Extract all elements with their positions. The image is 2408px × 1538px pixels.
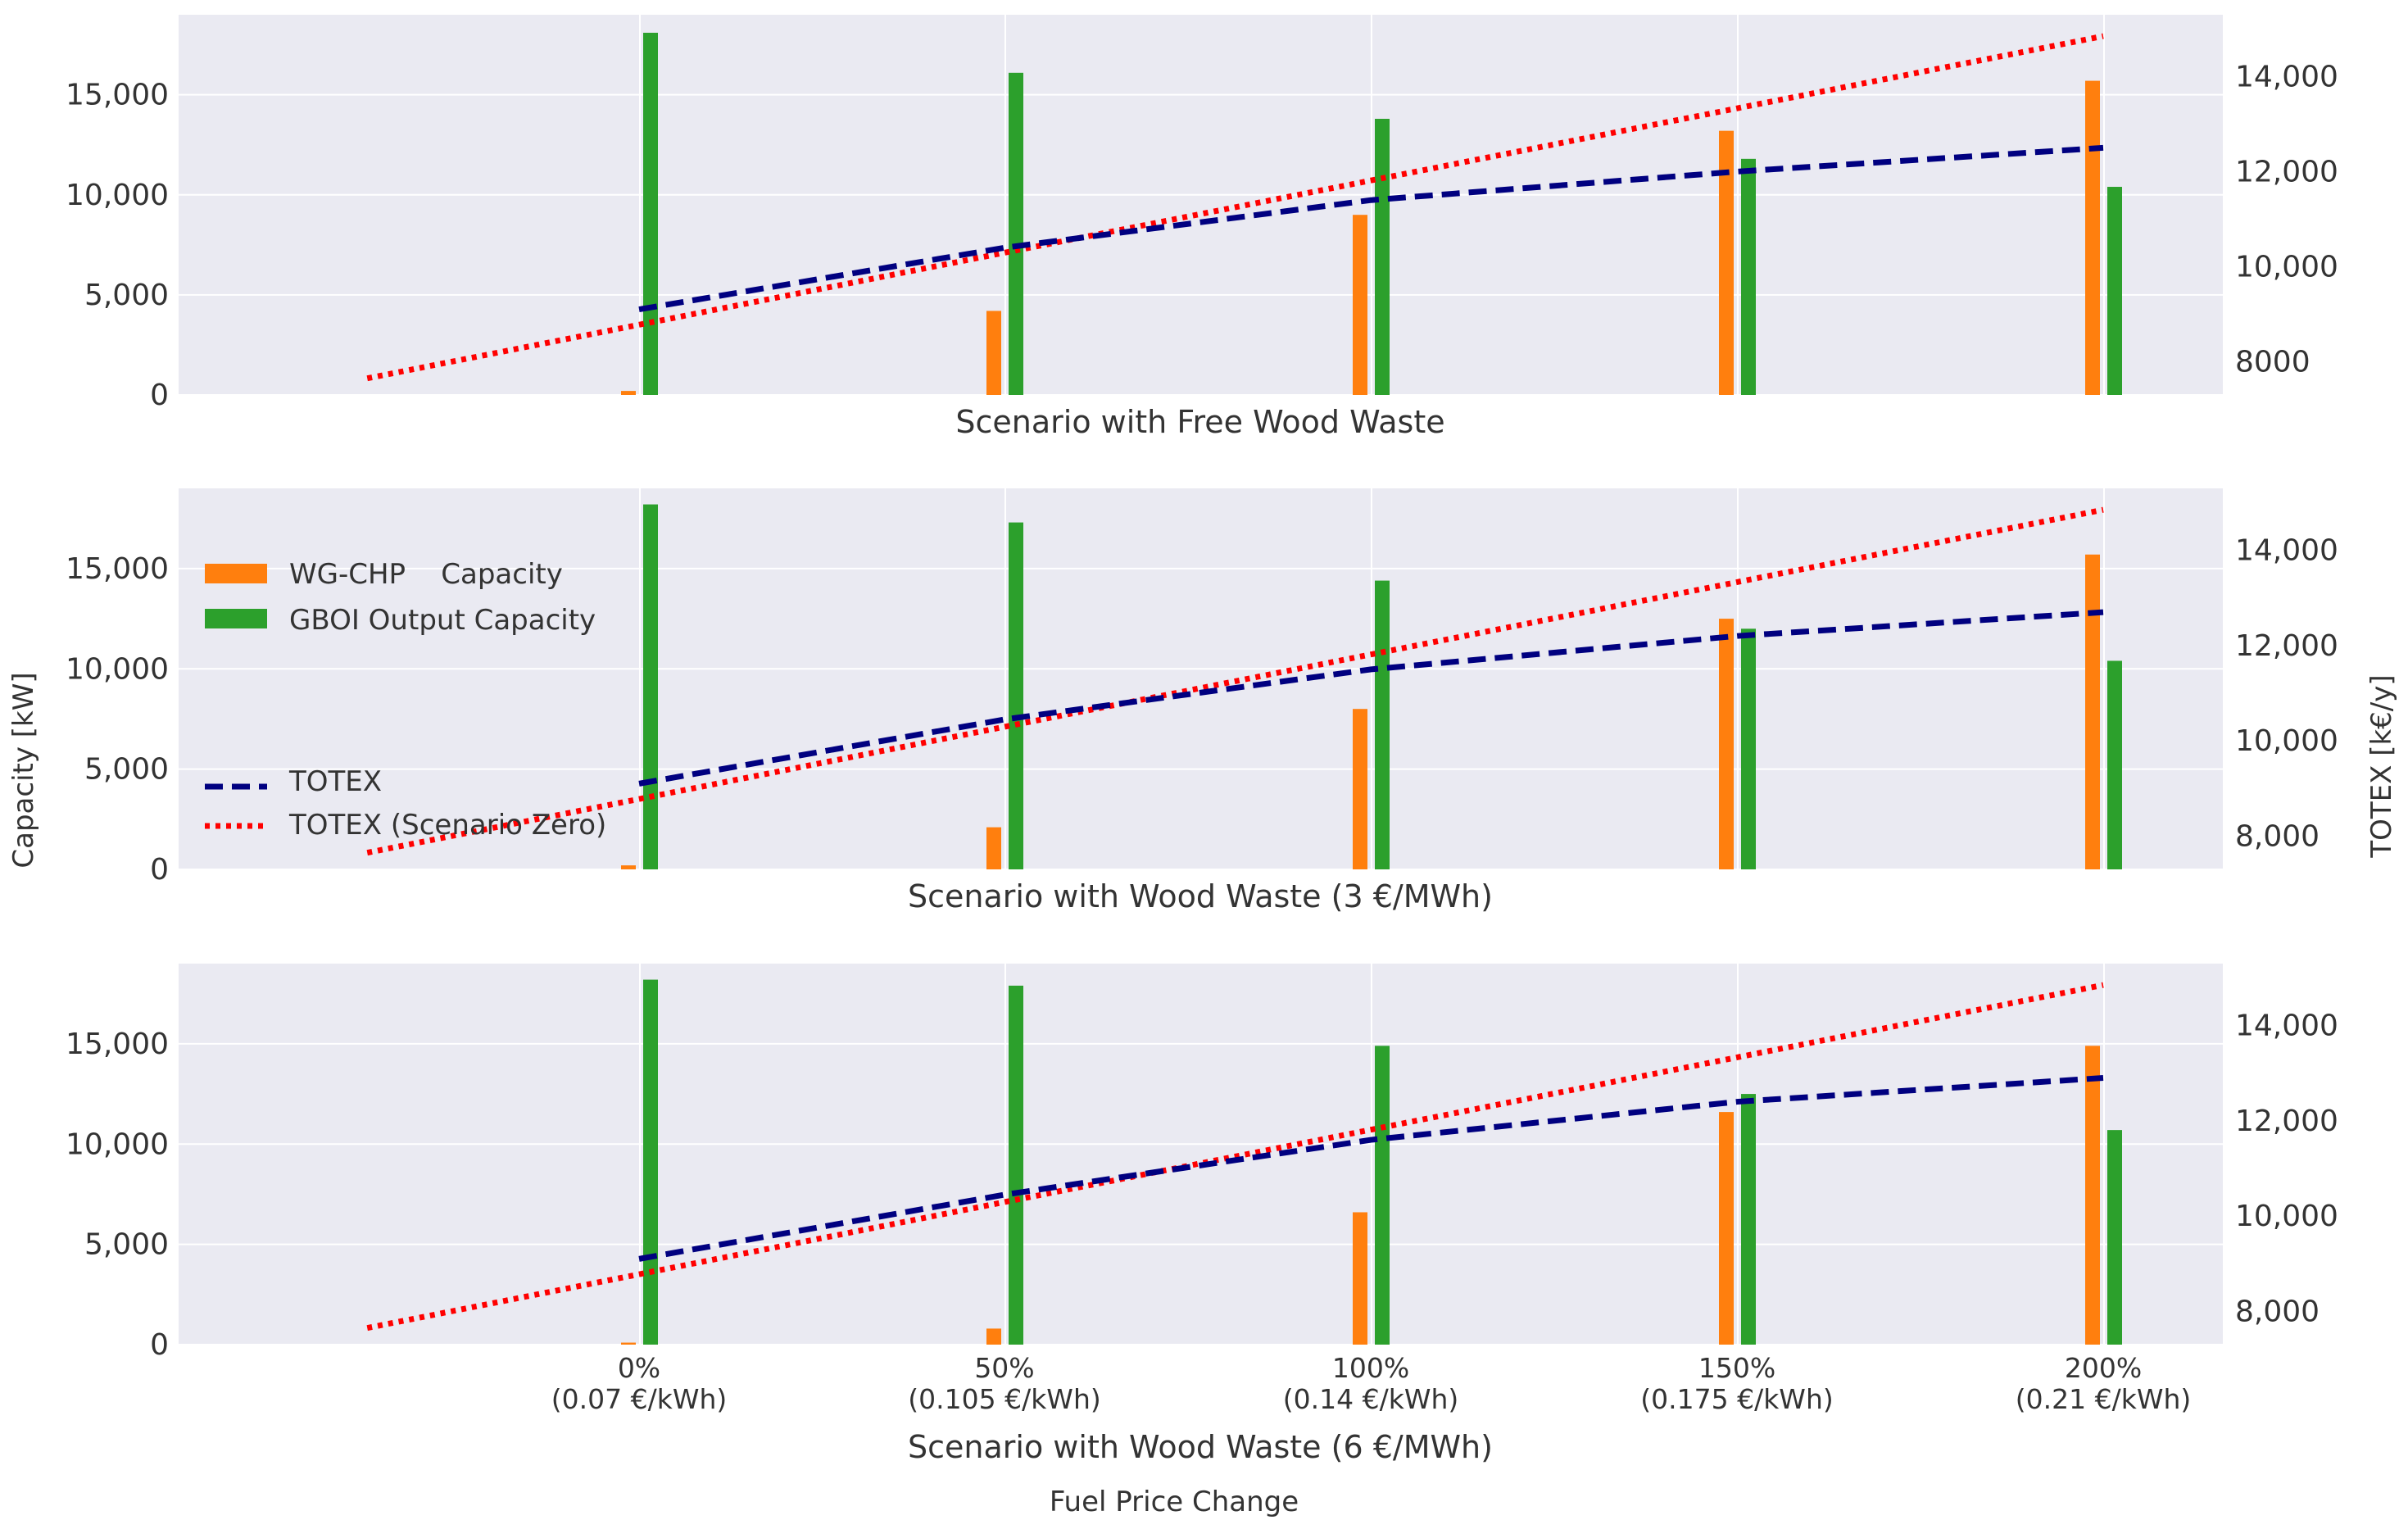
x-tick-label: 50% [974, 1352, 1034, 1384]
legend-swatch-wgchp [205, 564, 267, 583]
y-tick-label: 0 [150, 1328, 169, 1362]
legend-label-wgchp: WG-CHP Capacity [289, 558, 563, 591]
y2-tick-label: 8,000 [2235, 819, 2320, 853]
bar-wgchp [986, 311, 1001, 395]
legend-label-totex: TOTEX [288, 765, 382, 798]
bar-gboi [1009, 985, 1023, 1345]
bar-gboi [1009, 72, 1023, 396]
bar-wgchp [986, 827, 1001, 869]
bar-wgchp [2085, 554, 2100, 869]
panel-title: Scenario with Wood Waste (6 €/MWh) [908, 1429, 1493, 1465]
x-tick-sublabel: (0.21 €/kWh) [2016, 1383, 2191, 1415]
x-tick-sublabel: (0.175 €/kWh) [1640, 1383, 1833, 1415]
x-tick-label: 0% [618, 1352, 660, 1384]
bar-wgchp [621, 865, 636, 869]
legend-swatch-gboi [205, 609, 267, 628]
bar-gboi [1375, 1046, 1390, 1345]
y-tick-label: 15,000 [66, 1028, 169, 1061]
bar-wgchp [1719, 130, 1734, 396]
x-tick-label: 150% [1698, 1352, 1775, 1384]
y2-tick-label: 12,000 [2235, 1105, 2338, 1138]
bar-gboi [643, 979, 658, 1345]
bar-gboi [2107, 1130, 2122, 1345]
bar-gboi [2107, 187, 2122, 395]
bar-wgchp [1353, 709, 1367, 869]
y-tick-label: 5,000 [84, 753, 169, 787]
y2-tick-label: 14,000 [2235, 1009, 2338, 1043]
line-totex [638, 609, 2104, 787]
line-totex [638, 144, 2104, 313]
plot-area [179, 15, 2223, 395]
y-tick-label: 10,000 [66, 179, 169, 212]
legend: WG-CHP Capacity GBOI Output Capacity TOT… [205, 558, 606, 842]
panel-2: 0 5,000 10,000 15,000 8,000 10,000 12,000 14,00… [66, 488, 2338, 914]
bar-wgchp [621, 391, 636, 395]
bar-gboi [643, 32, 658, 396]
bar-gboi [1009, 522, 1023, 869]
x-tick-label: 200% [2065, 1352, 2142, 1384]
x-tick-sublabel: (0.105 €/kWh) [908, 1383, 1100, 1415]
y-tick-label: 15,000 [66, 79, 169, 112]
legend-label-gboi: GBOI Output Capacity [289, 604, 596, 637]
bar-gboi [1741, 158, 1756, 395]
y-tick-label: 0 [150, 379, 169, 412]
bar-wgchp [2085, 1046, 2100, 1345]
panel-1: 0 5,000 10,000 15,000 8000 10,000 12,000 14,000… [66, 15, 2338, 440]
line-totex-zero [366, 506, 2104, 856]
panel-title: Scenario with Free Wood Waste [955, 404, 1444, 440]
y-tick-label: 10,000 [66, 652, 169, 686]
bar-gboi [1375, 580, 1390, 869]
y2-tick-label: 14,000 [2235, 60, 2338, 93]
bar-wgchp [1353, 1212, 1367, 1345]
y2-tick-label: 10,000 [2235, 250, 2338, 284]
y-axis-label-right: TOTEX [k€/y] [2365, 674, 2398, 858]
bar-gboi [2107, 660, 2122, 869]
x-tick-label: 100% [1332, 1352, 1409, 1384]
y2-tick-label: 10,000 [2235, 1200, 2338, 1233]
y2-tick-label: 12,000 [2235, 155, 2338, 188]
bar-wgchp [986, 1328, 1001, 1345]
line-totex [638, 1075, 2104, 1262]
y-tick-label: 0 [150, 853, 169, 887]
y-tick-label: 5,000 [84, 279, 169, 312]
y-tick-label: 15,000 [66, 552, 169, 586]
panel-title: Scenario with Wood Waste (3 €/MWh) [908, 878, 1493, 914]
bar-gboi [1375, 118, 1390, 395]
bar-wgchp [1353, 215, 1367, 395]
x-tick-sublabel: (0.07 €/kWh) [551, 1383, 727, 1415]
bar-wgchp [621, 1342, 636, 1345]
y2-tick-label: 8000 [2235, 345, 2311, 379]
y2-tick-label: 14,000 [2235, 534, 2338, 568]
bar-wgchp [1719, 619, 1734, 869]
y2-tick-label: 8,000 [2235, 1295, 2320, 1328]
line-totex-zero [366, 982, 2104, 1332]
y-tick-label: 10,000 [66, 1127, 169, 1161]
bar-wgchp [1719, 1112, 1734, 1345]
line-totex-zero [366, 33, 2104, 382]
y-axis-label-left: Capacity [kW] [7, 672, 40, 868]
bar-wgchp [2085, 80, 2100, 395]
panel-3: 0 5,000 10,000 15,000 8,000 10,000 12,000 14,00… [66, 964, 2338, 1465]
y2-tick-label: 10,000 [2235, 724, 2338, 758]
y2-tick-label: 12,000 [2235, 629, 2338, 663]
bar-gboi [643, 504, 658, 869]
y-tick-label: 5,000 [84, 1228, 169, 1262]
bar-gboi [1741, 628, 1756, 869]
bar-gboi [1741, 1094, 1756, 1345]
x-tick-sublabel: (0.14 €/kWh) [1283, 1383, 1458, 1415]
legend-label-totex-zero: TOTEX (Scenario Zero) [288, 809, 606, 842]
x-axis-label: Fuel Price Change [1050, 1486, 1299, 1518]
